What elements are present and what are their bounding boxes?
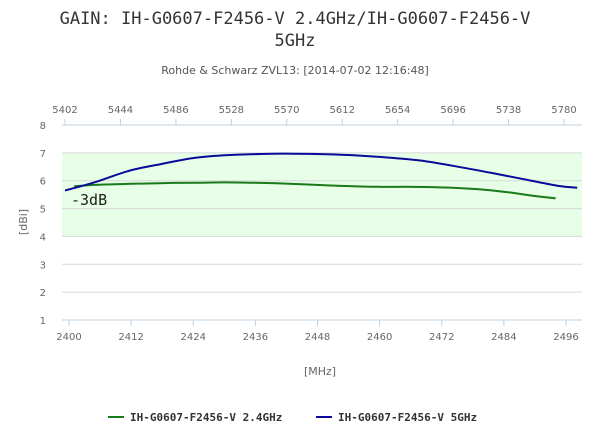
x-tick-label-top: 5444 [108, 105, 133, 116]
legend-label-5ghz: IH-G0607-F2456-V 5GHz [338, 411, 477, 424]
x-tick-label-top: 5486 [163, 105, 188, 116]
x-tick-label-top: 5738 [496, 105, 521, 116]
legend-item-5ghz[interactable]: IH-G0607-F2456-V 5GHz [316, 411, 477, 424]
x-tick-label-bottom: 2436 [243, 332, 268, 343]
y-axis-title: [dBi] [17, 209, 30, 235]
y-tick-label: 2 [40, 288, 46, 299]
plot-area: 1 2 3 4 5 6 7 8 2400 2412 2424 2436 2448 2460 2472 2484… [40, 105, 582, 343]
legend: IH-G0607-F2456-V 2.4GHz IH-G0607-F2456-V… [108, 411, 477, 424]
y-tick-label: 3 [40, 260, 46, 271]
y-tick-label: 6 [40, 177, 46, 188]
chart-title-line-2: 5GHz [275, 31, 316, 51]
y-tick-label: 1 [40, 316, 46, 327]
x-tick-label-bottom: 2448 [305, 332, 330, 343]
x-tick-label-bottom: 2472 [429, 332, 454, 343]
legend-item-2-4ghz[interactable]: IH-G0607-F2456-V 2.4GHz [108, 411, 282, 424]
series-line-2-4ghz [74, 181, 556, 200]
x-tick-label-top: 5612 [329, 105, 354, 116]
x-tick-label-top: 5570 [274, 105, 299, 116]
x-tick-label-bottom: 2424 [181, 332, 206, 343]
x-tick-label-top: 5780 [551, 105, 576, 116]
y-tick-label: 4 [40, 232, 46, 243]
plot-band [62, 152, 582, 237]
chart-subtitle: Rohde & Schwarz ZVL13: [2014-07-02 12:16… [161, 64, 429, 77]
x-tick-label-top: 5528 [219, 105, 244, 116]
x-tick-label-bottom: 2484 [491, 332, 516, 343]
x-tick-label-bottom: 2496 [553, 332, 578, 343]
x-tick-label-top: 5402 [52, 105, 77, 116]
x-tick-label-bottom: 2400 [56, 332, 81, 343]
x-tick-label-top: 5654 [385, 105, 410, 116]
x-tick-label-top: 5696 [440, 105, 465, 116]
series-line-5ghz [64, 152, 578, 192]
legend-label-2-4ghz: IH-G0607-F2456-V 2.4GHz [130, 411, 282, 424]
x-axis-title: [MHz] [304, 365, 336, 378]
y-tick-label: 5 [40, 205, 46, 216]
chart-title-line-1: GAIN: IH-G0607-F2456-V 2.4GHz/IH-G0607-F… [60, 9, 531, 29]
x-tick-label-bottom: 2412 [118, 332, 143, 343]
annotation-3db: -3dB [71, 191, 107, 209]
x-tick-label-bottom: 2460 [367, 332, 392, 343]
y-tick-label: 8 [40, 121, 46, 132]
y-tick-label: 7 [40, 149, 46, 160]
